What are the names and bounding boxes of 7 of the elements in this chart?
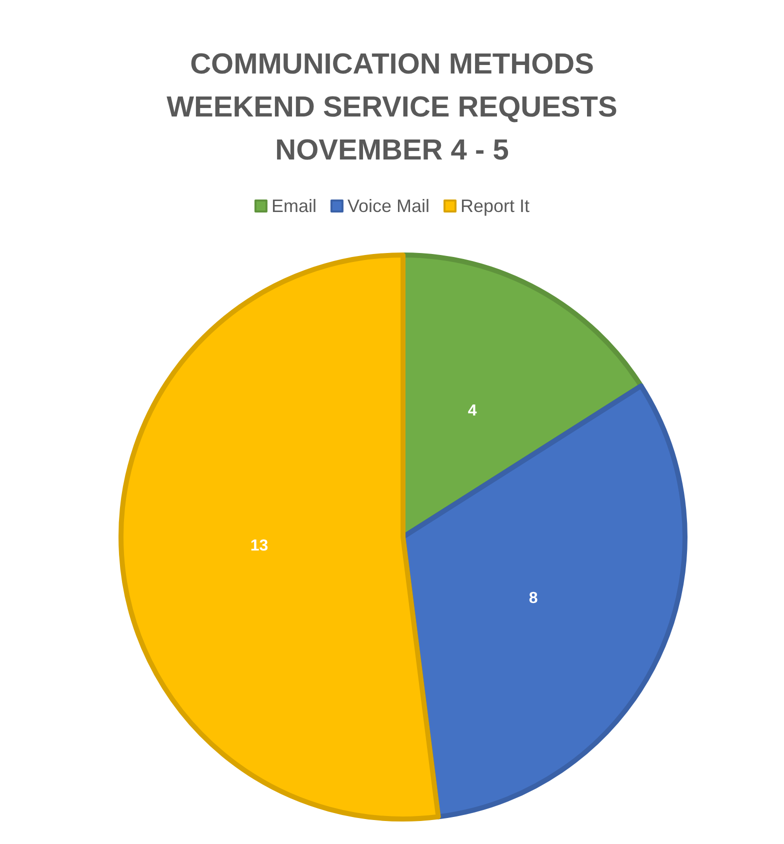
legend-label: Report It: [460, 196, 530, 216]
legend-label: Email: [271, 196, 316, 216]
data-label: 13: [250, 538, 268, 555]
data-label: 8: [528, 590, 538, 607]
data-label: 4: [468, 402, 477, 420]
legend-label: Voice Mail: [347, 196, 430, 216]
chart-title: COMMUNICATION METHODS WEEKEND SERVICE REQUESTS NOVEMBER 4 - 5: [166, 48, 618, 166]
